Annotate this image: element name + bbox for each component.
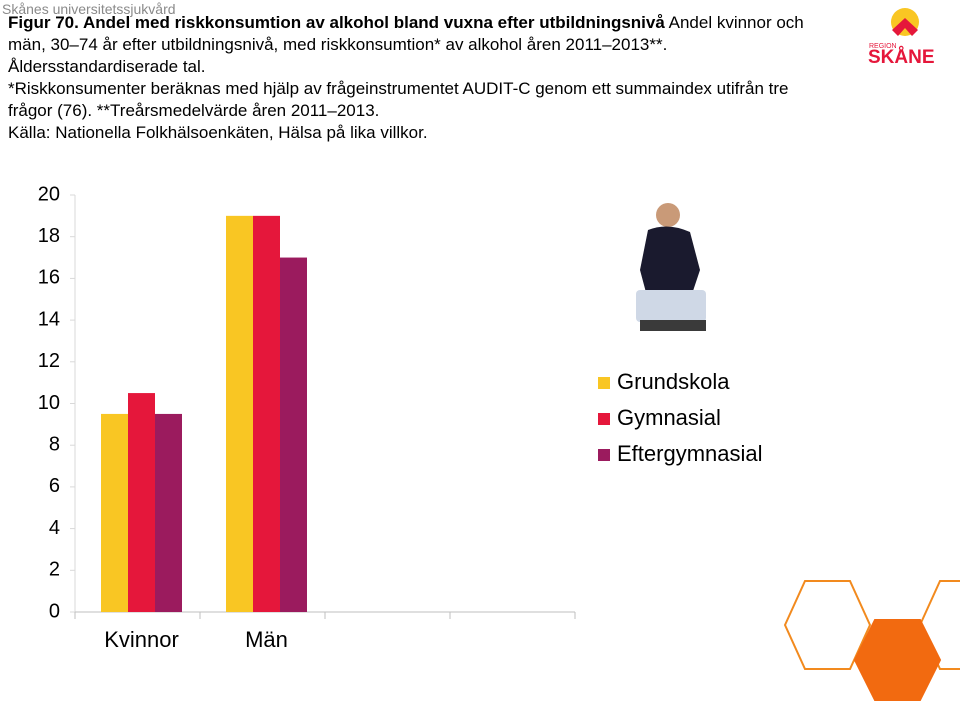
legend-label: Eftergymnasial xyxy=(617,441,763,466)
photo-band xyxy=(640,320,706,331)
y-tick-label: 6 xyxy=(49,475,60,497)
legend-swatch xyxy=(598,413,610,425)
y-tick-label: 0 xyxy=(49,600,60,622)
note: *Riskkonsumenter beräknas med hjälp av f… xyxy=(8,79,789,98)
legend-label: Gymnasial xyxy=(617,405,721,430)
y-tick-label: 8 xyxy=(49,433,60,455)
y-tick-label: 16 xyxy=(38,267,60,289)
y-tick-label: 10 xyxy=(38,392,60,414)
y-tick-label: 2 xyxy=(49,559,60,581)
hexagon xyxy=(783,580,872,670)
decoration xyxy=(783,580,960,701)
photo-body xyxy=(640,226,700,300)
caption: Figur 70. Andel med riskkonsumtion av al… xyxy=(8,12,804,144)
subtitle: Andel kvinnor och xyxy=(668,13,804,32)
y-tick-label: 20 xyxy=(38,183,60,205)
photo-cooler xyxy=(636,290,706,322)
y-tick-label: 18 xyxy=(38,225,60,247)
logo-small: REGION xyxy=(869,43,897,50)
note: frågor (76). **Treårsmedelvärde åren 201… xyxy=(8,101,380,120)
chart-title: Figur 70. Andel med riskkonsumtion av al… xyxy=(8,13,665,32)
y-tick-label: 4 xyxy=(49,517,60,539)
legend-swatch xyxy=(598,377,610,389)
bar xyxy=(155,413,182,612)
bar xyxy=(253,215,280,612)
legend-swatch xyxy=(598,449,610,461)
logo-griffin xyxy=(892,18,918,36)
logo-name: SKÅNE xyxy=(868,47,935,68)
legend-label: Grundskola xyxy=(617,369,730,394)
header: Skånes universitetssjukvård xyxy=(2,1,176,17)
photo-head xyxy=(656,203,680,227)
y-tick-label: 12 xyxy=(38,350,60,372)
bar xyxy=(128,393,155,612)
y-tick-label: 14 xyxy=(38,308,60,330)
bar xyxy=(226,215,253,612)
subtitle: män, 30–74 år efter utbildningsnivå, med… xyxy=(8,35,668,54)
hexagon xyxy=(853,619,942,701)
bar xyxy=(101,413,128,612)
x-tick-label: Kvinnor xyxy=(104,627,179,652)
bar xyxy=(280,257,307,612)
caption-line: Figur 70. Andel med riskkonsumtion av al… xyxy=(8,12,804,34)
source: Källa: Nationella Folkhälsoenkäten, Häls… xyxy=(8,123,428,142)
photo xyxy=(608,188,708,331)
hexagon xyxy=(918,580,960,670)
logo: REGION SKÅNE xyxy=(868,8,935,68)
x-tick-label: Män xyxy=(245,627,288,652)
subtitle: Åldersstandardiserade tal. xyxy=(8,57,206,76)
